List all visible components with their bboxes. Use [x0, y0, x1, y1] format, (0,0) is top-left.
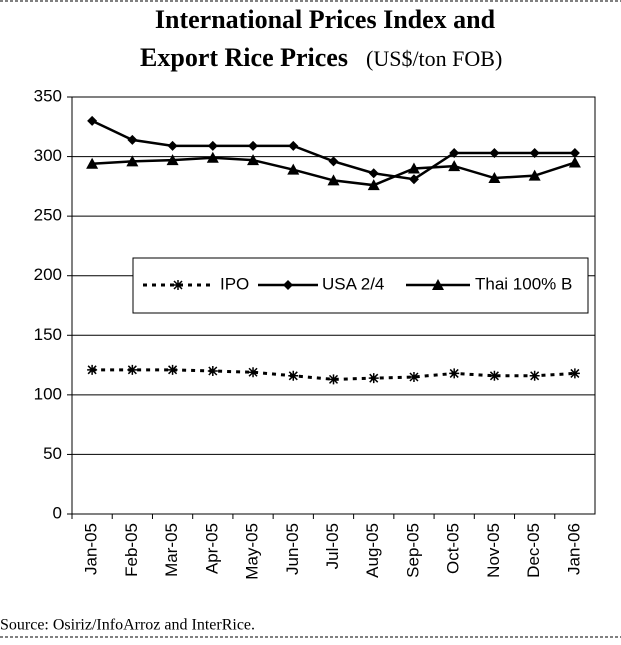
chart-title: Export Rice Prices	[140, 43, 348, 72]
marker	[288, 140, 299, 151]
marker	[127, 364, 138, 375]
marker	[288, 370, 299, 381]
x-tick-label: Jun-05	[283, 523, 302, 575]
y-tick-label: 50	[43, 444, 62, 463]
marker	[449, 368, 460, 379]
x-tick-label: Mar-05	[162, 523, 181, 577]
marker	[367, 179, 380, 191]
marker	[127, 134, 138, 145]
marker	[488, 172, 501, 184]
marker	[448, 160, 461, 172]
y-tick-label: 0	[53, 503, 62, 522]
marker	[328, 374, 339, 385]
source-note: Source: Osiriz/InfoArroz and InterRice.	[0, 617, 255, 634]
x-tick-label: Feb-05	[122, 523, 141, 577]
legend-marker	[432, 279, 444, 290]
marker	[407, 162, 420, 174]
chart-subtitle: (US$/ton FOB)	[366, 46, 502, 71]
x-tick-label: Sep-05	[403, 523, 422, 578]
marker	[569, 147, 580, 158]
legend-marker	[283, 280, 293, 290]
marker	[166, 154, 179, 166]
series-line	[91, 119, 575, 181]
y-tick-label: 150	[34, 325, 62, 344]
y-tick-label: 250	[34, 206, 62, 225]
x-tick-label: Apr-05	[202, 523, 221, 574]
chart-title: International Prices Index and	[155, 5, 496, 34]
legend-label: USA 2/4	[322, 274, 384, 293]
marker	[87, 364, 98, 375]
marker	[449, 147, 460, 158]
marker	[87, 115, 98, 126]
y-tick-label: 300	[34, 146, 62, 165]
y-tick-label: 100	[34, 384, 62, 403]
y-tick-label: 350	[34, 86, 62, 105]
marker	[126, 155, 139, 167]
marker	[167, 364, 178, 375]
marker	[247, 154, 260, 166]
legend-label: Thai 100% B	[475, 274, 572, 293]
marker	[489, 147, 500, 158]
marker	[529, 370, 540, 381]
x-tick-label: Nov-05	[484, 523, 503, 578]
marker	[489, 370, 500, 381]
marker	[327, 174, 340, 186]
marker	[408, 371, 419, 382]
marker	[328, 156, 339, 167]
legend-label: IPO	[220, 274, 249, 293]
marker	[529, 147, 540, 158]
x-tick-label: Jul-05	[323, 523, 342, 569]
marker	[568, 156, 581, 168]
x-tick-label: Aug-05	[363, 523, 382, 578]
marker	[368, 373, 379, 384]
marker	[248, 367, 259, 378]
marker	[528, 169, 541, 181]
marker	[569, 368, 580, 379]
marker	[408, 174, 419, 185]
x-tick-label: Oct-05	[444, 523, 463, 574]
marker	[368, 168, 379, 179]
marker	[206, 151, 219, 163]
marker	[248, 140, 259, 151]
marker	[207, 366, 218, 377]
marker	[86, 157, 99, 169]
y-tick-label: 200	[34, 265, 62, 284]
x-tick-label: Jan-06	[564, 523, 583, 575]
legend-marker	[173, 280, 183, 290]
marker	[167, 140, 178, 151]
x-tick-label: Dec-05	[524, 523, 543, 578]
x-tick-label: May-05	[243, 523, 262, 580]
marker	[287, 163, 300, 175]
x-tick-label: Jan-05	[82, 523, 101, 575]
marker	[207, 140, 218, 151]
